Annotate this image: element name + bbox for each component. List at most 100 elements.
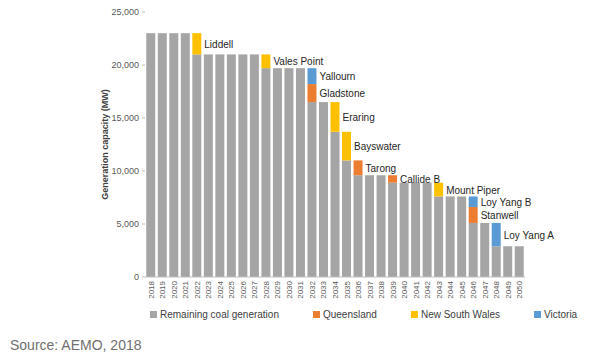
annotation: Vales Point bbox=[273, 56, 323, 67]
bar-segment bbox=[307, 102, 316, 277]
bar-segment bbox=[457, 196, 466, 277]
bar-segment bbox=[261, 54, 270, 68]
bar-segment bbox=[227, 54, 236, 277]
bar-segment bbox=[492, 223, 501, 246]
bar-segment bbox=[388, 183, 397, 277]
x-tick-label: 2031 bbox=[296, 280, 305, 298]
y-tick bbox=[142, 118, 145, 119]
x-tick-label: 2038 bbox=[377, 280, 386, 298]
annotation: Eraring bbox=[342, 112, 374, 123]
bar-segment bbox=[400, 183, 409, 277]
bar-segment bbox=[492, 246, 501, 277]
annotation: Loy Yang B bbox=[481, 197, 532, 208]
x-tick-label: 2021 bbox=[181, 280, 190, 298]
x-tick-label: 2037 bbox=[366, 280, 375, 298]
y-axis-title: Generation capacity (MW) bbox=[100, 89, 110, 200]
bar-segment bbox=[446, 196, 455, 277]
annotation: Yallourn bbox=[319, 71, 355, 82]
legend-label: Victoria bbox=[544, 309, 578, 320]
chart: 05,00010,00015,00020,00025,000Generation… bbox=[0, 0, 602, 362]
annotation: Stanwell bbox=[481, 210, 519, 221]
bar-segment bbox=[365, 175, 374, 277]
bar-segment bbox=[503, 246, 512, 277]
x-tick-label: 2022 bbox=[193, 280, 202, 298]
y-tick-label: 25,000 bbox=[111, 7, 139, 17]
legend-label: New South Wales bbox=[421, 309, 500, 320]
bar-segment bbox=[296, 68, 305, 277]
bar-segment bbox=[331, 102, 340, 132]
legend-label: Remaining coal generation bbox=[160, 309, 279, 320]
bar-segment bbox=[388, 175, 397, 182]
bar-segment bbox=[192, 54, 201, 277]
legend-swatch bbox=[313, 311, 320, 318]
x-axis-line bbox=[145, 277, 525, 278]
legend-swatch bbox=[411, 311, 418, 318]
bar-segment bbox=[469, 223, 478, 277]
bar-segment bbox=[238, 54, 247, 277]
x-tick-label: 2020 bbox=[170, 280, 179, 298]
bar-segment bbox=[354, 160, 363, 175]
bar-segment bbox=[307, 68, 316, 84]
x-tick-label: 2041 bbox=[412, 280, 421, 298]
x-tick-label: 2030 bbox=[285, 280, 294, 298]
bar-segment bbox=[284, 68, 293, 277]
x-tick-label: 2029 bbox=[273, 280, 282, 298]
annotation: Gladstone bbox=[319, 88, 365, 99]
bar-segment bbox=[423, 183, 432, 277]
y-tick-label: 5,000 bbox=[116, 219, 139, 229]
x-tick-label: 2046 bbox=[469, 280, 478, 298]
x-tick-label: 2023 bbox=[204, 280, 213, 298]
x-tick-label: 2027 bbox=[250, 280, 259, 298]
source: Source: AEMO, 2018 bbox=[10, 337, 142, 353]
bar-segment bbox=[515, 246, 524, 277]
y-tick bbox=[142, 65, 145, 66]
legend-swatch bbox=[150, 311, 157, 318]
x-tick-label: 2024 bbox=[216, 280, 225, 298]
y-tick bbox=[142, 277, 145, 278]
bar-segment bbox=[319, 102, 328, 277]
bar-segment bbox=[250, 54, 259, 277]
y-tick bbox=[142, 12, 145, 13]
bar-segment bbox=[158, 33, 167, 277]
bar-segment bbox=[469, 207, 478, 223]
annotation: Loy Yang A bbox=[504, 230, 555, 241]
bars bbox=[146, 33, 523, 277]
x-tick-label: 2042 bbox=[423, 280, 432, 298]
bar-segment bbox=[480, 223, 489, 277]
bar-segment bbox=[354, 175, 363, 277]
bar-segment bbox=[342, 160, 351, 277]
annotation: Bayswater bbox=[354, 141, 401, 152]
x-tick-label: 2043 bbox=[435, 280, 444, 298]
x-tick-label: 2048 bbox=[492, 280, 501, 298]
x-tick-label: 2028 bbox=[262, 280, 271, 298]
y-tick bbox=[142, 224, 145, 225]
x-tick-label: 2050 bbox=[515, 280, 524, 298]
y-tick-label: 15,000 bbox=[111, 113, 139, 123]
bar-segment bbox=[434, 196, 443, 277]
bar-segment bbox=[181, 33, 190, 277]
annotation: Liddell bbox=[204, 39, 233, 50]
bar-segment bbox=[273, 68, 282, 277]
bar-segment bbox=[331, 132, 340, 277]
x-tick-label: 2044 bbox=[446, 280, 455, 298]
bar-segment bbox=[146, 33, 155, 277]
x-tick-label: 2025 bbox=[227, 280, 236, 298]
x-tick-label: 2040 bbox=[400, 280, 409, 298]
annotation: Callide B bbox=[400, 174, 440, 185]
y-tick-label: 20,000 bbox=[111, 60, 139, 70]
legend-label: Queensland bbox=[323, 309, 377, 320]
x-tick-label: 2036 bbox=[354, 280, 363, 298]
bar-segment bbox=[411, 183, 420, 277]
x-tick-label: 2033 bbox=[319, 280, 328, 298]
bar-segment bbox=[204, 54, 213, 277]
x-tick-label: 2018 bbox=[147, 280, 156, 298]
x-tick-label: 2045 bbox=[458, 280, 467, 298]
x-tick-label: 2047 bbox=[481, 280, 490, 298]
y-tick-label: 10,000 bbox=[111, 166, 139, 176]
x-tick-label: 2049 bbox=[504, 280, 513, 298]
bar-segment bbox=[342, 132, 351, 161]
bar-segment bbox=[307, 84, 316, 102]
annotation: Tarong bbox=[366, 163, 397, 174]
annotation: Mount Piper bbox=[446, 185, 501, 196]
bar-segment bbox=[469, 196, 478, 207]
